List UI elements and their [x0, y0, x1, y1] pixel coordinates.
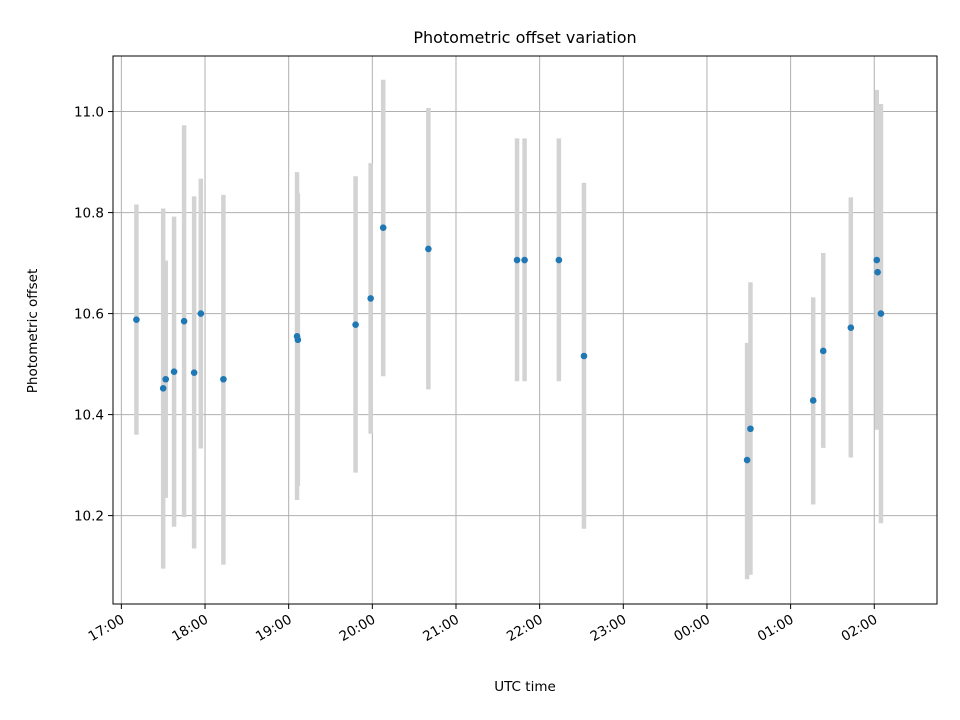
data-point [159, 385, 167, 392]
y-tick-label: 10.8 [74, 206, 104, 222]
data-point [873, 256, 881, 264]
data-point [747, 425, 754, 433]
data-point [877, 310, 885, 317]
data-point [819, 347, 827, 355]
data-point [367, 295, 374, 302]
data-point [197, 310, 205, 317]
chart-title: Photometric offset variation [413, 28, 636, 47]
data-point [555, 256, 563, 264]
data-point [170, 368, 178, 375]
y-tick-label: 10.6 [74, 307, 104, 323]
y-axis-ticks: 10.2 10.4 10.6 10.8 11.0 [74, 105, 113, 525]
data-point [743, 456, 751, 464]
data-point [847, 324, 855, 332]
data-point [874, 268, 881, 276]
data-point [513, 256, 521, 264]
data-point [190, 369, 198, 376]
y-tick-label: 10.2 [74, 509, 104, 525]
data-point [294, 336, 302, 344]
data-point [379, 224, 387, 232]
data-point [580, 352, 588, 360]
y-tick-label: 10.4 [74, 408, 104, 424]
y-tick-label: 11.0 [74, 105, 104, 121]
data-point [521, 256, 528, 264]
data-point [809, 397, 817, 404]
data-point [180, 317, 188, 325]
data-point [162, 375, 170, 383]
data-point [425, 245, 432, 253]
plot-frame [112, 55, 938, 605]
data-points [133, 224, 885, 464]
data-point [352, 321, 359, 328]
data-point [220, 375, 227, 383]
data-point [133, 316, 140, 323]
y-axis-label: Photometric offset [25, 269, 41, 393]
x-axis-label: UTC time [494, 679, 556, 695]
